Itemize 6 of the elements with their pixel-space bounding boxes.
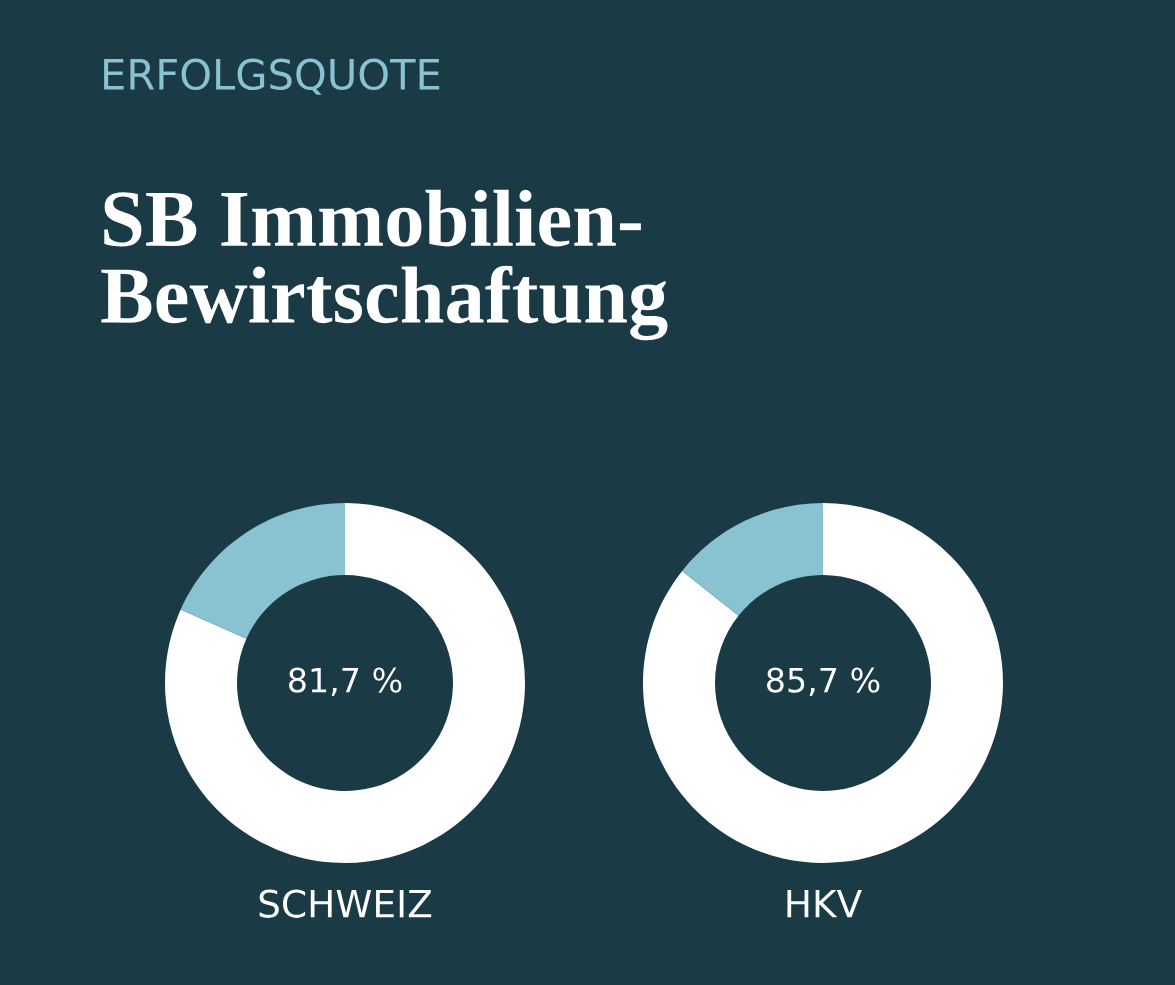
chart-title: SB Immobilien- Bewirtschaftung <box>101 189 668 341</box>
text: HKV <box>787 890 862 918</box>
chart-subtitle: ERFOLGSQUOTE <box>104 58 440 95</box>
text: 85,7 % <box>767 667 880 697</box>
text: SCHWEIZ <box>259 889 432 918</box>
text: 81,7 % <box>289 667 402 697</box>
